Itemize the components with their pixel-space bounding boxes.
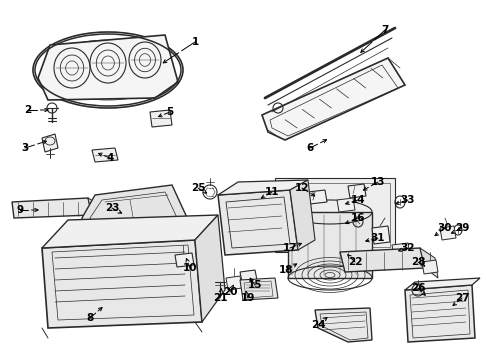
Text: 27: 27: [454, 293, 468, 303]
Polygon shape: [240, 278, 278, 300]
Polygon shape: [391, 243, 409, 257]
Text: 1: 1: [191, 37, 198, 47]
Polygon shape: [289, 180, 314, 250]
Text: 9: 9: [17, 205, 23, 215]
Text: 16: 16: [350, 213, 365, 223]
Text: 22: 22: [347, 257, 362, 267]
Polygon shape: [336, 198, 354, 212]
Polygon shape: [307, 190, 326, 204]
Text: 25: 25: [190, 183, 205, 193]
Text: 31: 31: [370, 233, 385, 243]
Polygon shape: [439, 226, 455, 240]
Polygon shape: [404, 285, 474, 342]
Polygon shape: [88, 198, 105, 222]
Text: 33: 33: [400, 195, 414, 205]
Text: 28: 28: [410, 257, 425, 267]
Polygon shape: [225, 276, 242, 290]
Polygon shape: [150, 110, 172, 127]
Polygon shape: [42, 134, 58, 152]
Polygon shape: [92, 148, 118, 162]
Polygon shape: [218, 190, 297, 255]
Text: 3: 3: [21, 143, 29, 153]
Text: 23: 23: [104, 203, 119, 213]
Polygon shape: [218, 180, 307, 195]
Polygon shape: [175, 253, 194, 267]
Text: 30: 30: [437, 223, 451, 233]
Polygon shape: [419, 248, 437, 278]
Polygon shape: [347, 184, 365, 198]
Text: 12: 12: [294, 183, 308, 193]
Text: 2: 2: [24, 105, 32, 115]
Polygon shape: [314, 308, 371, 342]
Polygon shape: [274, 178, 394, 252]
Polygon shape: [38, 35, 178, 100]
Text: 19: 19: [240, 293, 255, 303]
Text: 6: 6: [306, 143, 313, 153]
Text: 26: 26: [410, 283, 425, 293]
Text: 17: 17: [282, 243, 297, 253]
Text: 13: 13: [370, 177, 385, 187]
Polygon shape: [339, 248, 424, 272]
Text: 15: 15: [247, 280, 262, 290]
Polygon shape: [82, 185, 195, 248]
Polygon shape: [262, 58, 404, 140]
Text: 29: 29: [454, 223, 468, 233]
Polygon shape: [240, 270, 257, 282]
Text: 4: 4: [106, 153, 113, 163]
Polygon shape: [421, 260, 437, 274]
Text: 32: 32: [400, 243, 414, 253]
Text: 5: 5: [166, 107, 173, 117]
Polygon shape: [42, 240, 202, 328]
Text: 11: 11: [264, 187, 279, 197]
Polygon shape: [371, 226, 389, 244]
Text: 8: 8: [86, 313, 93, 323]
Text: 21: 21: [212, 293, 227, 303]
Text: 14: 14: [350, 195, 365, 205]
Polygon shape: [404, 278, 479, 290]
Polygon shape: [42, 215, 218, 248]
Text: 7: 7: [381, 25, 388, 35]
Text: 24: 24: [310, 320, 325, 330]
Text: 18: 18: [278, 265, 293, 275]
Text: 20: 20: [223, 287, 237, 297]
Polygon shape: [12, 198, 92, 218]
Polygon shape: [287, 212, 371, 278]
Text: 10: 10: [183, 263, 197, 273]
Polygon shape: [195, 215, 224, 322]
